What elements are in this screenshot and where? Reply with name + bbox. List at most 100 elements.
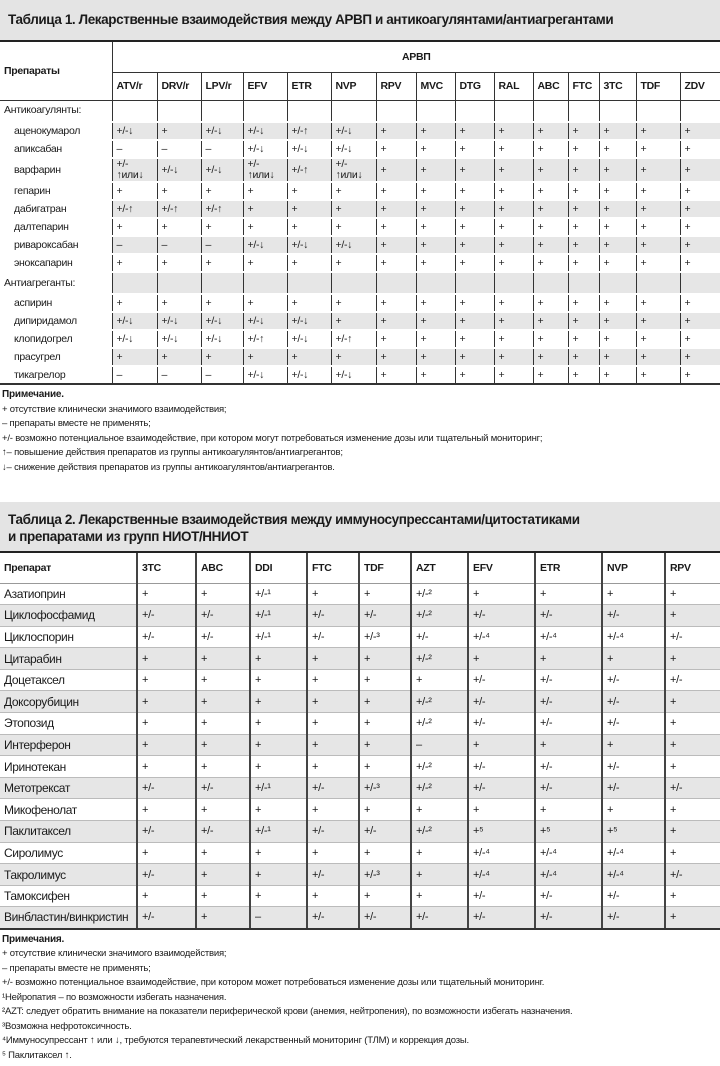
interaction-cell: +/-	[359, 907, 411, 929]
interaction-cell: +/-↓	[243, 236, 287, 254]
drug-name: эноксапарин	[0, 254, 112, 272]
interaction-cell: –	[411, 734, 468, 756]
interaction-cell: +	[376, 312, 416, 330]
interaction-cell: +/-	[665, 777, 720, 799]
drug-name: Циклоспорин	[0, 626, 137, 648]
empty-cell	[287, 100, 331, 122]
interaction-cell: +/-⁴	[535, 626, 602, 648]
table-row: тикагрелор–––+/-↓+/-↓+/-↓+++++++++	[0, 366, 720, 384]
column-header-drugs: Препараты	[0, 42, 112, 100]
interaction-cell: +/-³	[359, 777, 411, 799]
interaction-cell: +	[455, 158, 494, 182]
interaction-cell: +/-	[307, 821, 359, 843]
interaction-cell: +/-	[468, 669, 535, 691]
interaction-cell: +	[599, 348, 636, 366]
interaction-cell: +	[376, 182, 416, 200]
interaction-cell: +/-	[411, 626, 468, 648]
interaction-cell: +/-	[359, 821, 411, 843]
interaction-cell: +	[137, 669, 196, 691]
drug-name: апиксабан	[0, 140, 112, 158]
interaction-cell: +/-²	[411, 691, 468, 713]
interaction-cell: +	[376, 200, 416, 218]
table-row: Иринотекан++++++/-²+/-+/-+/-+	[0, 756, 720, 778]
interaction-cell: +/-²	[411, 821, 468, 843]
interaction-cell: +	[636, 218, 680, 236]
table-row: Доксорубицин++++++/-²+/-+/-+/-+	[0, 691, 720, 713]
interaction-cell: +	[636, 312, 680, 330]
interaction-cell: –	[112, 366, 157, 384]
interaction-cell: +	[665, 842, 720, 864]
interaction-cell: +/-↓	[287, 140, 331, 158]
interaction-cell: +	[376, 122, 416, 140]
interaction-cell: +/-↓	[243, 312, 287, 330]
interaction-cell: +	[359, 713, 411, 735]
empty-cell	[157, 272, 201, 294]
interaction-cell: +/-	[665, 864, 720, 886]
interaction-cell: +	[416, 366, 455, 384]
interaction-cell: +	[250, 864, 307, 886]
interaction-cell: +	[468, 799, 535, 821]
empty-cell	[494, 272, 533, 294]
empty-cell	[376, 100, 416, 122]
interaction-cell: +	[307, 583, 359, 605]
interaction-cell: +	[599, 200, 636, 218]
interaction-cell: +/-↓	[331, 366, 376, 384]
interaction-cell: +/-	[196, 821, 250, 843]
interaction-cell: +	[359, 734, 411, 756]
column-header: TDF	[636, 72, 680, 100]
table-row: Азатиоприн+++/-¹+++/-²++++	[0, 583, 720, 605]
interaction-cell: +/-⁴	[602, 626, 665, 648]
column-header: MVC	[416, 72, 455, 100]
interaction-cell: +	[680, 140, 720, 158]
interaction-cell: +	[416, 348, 455, 366]
interaction-cell: +	[307, 713, 359, 735]
interaction-cell: +	[250, 756, 307, 778]
interaction-cell: +/-	[468, 777, 535, 799]
interaction-cell: +	[196, 648, 250, 670]
interaction-cell: +	[112, 254, 157, 272]
interaction-cell: +	[494, 218, 533, 236]
interaction-cell: +	[250, 691, 307, 713]
table-row: аспирин+++++++++++++++	[0, 294, 720, 312]
interaction-cell: +	[250, 734, 307, 756]
interaction-cell: +	[331, 348, 376, 366]
column-header: NVP	[602, 553, 665, 583]
interaction-cell: +	[250, 713, 307, 735]
interaction-cell: +	[137, 799, 196, 821]
interaction-cell: +	[568, 140, 599, 158]
empty-cell	[201, 100, 243, 122]
interaction-cell: +	[636, 294, 680, 312]
interaction-cell: +/-	[307, 777, 359, 799]
interaction-cell: +/-	[196, 626, 250, 648]
interaction-cell: +/-↑	[157, 200, 201, 218]
empty-cell	[455, 272, 494, 294]
table-row: Этопозид++++++/-²+/-+/-+/-+	[0, 713, 720, 735]
empty-cell	[287, 272, 331, 294]
table-row: Циклофосфамид+/-+/-+/-¹+/-+/-+/-²+/-+/-+…	[0, 605, 720, 627]
interaction-cell: +	[196, 583, 250, 605]
interaction-cell: +	[535, 648, 602, 670]
interaction-cell: +/-⁴	[602, 842, 665, 864]
drug-name: дипиридамол	[0, 312, 112, 330]
drug-name: Интерферон	[0, 734, 137, 756]
interaction-cell: +/-⁴	[535, 842, 602, 864]
interaction-cell: +	[494, 182, 533, 200]
interaction-cell: +	[201, 348, 243, 366]
interaction-cell: +	[376, 254, 416, 272]
drug-name: прасугрел	[0, 348, 112, 366]
interaction-cell: +	[112, 294, 157, 312]
empty-cell	[455, 100, 494, 122]
interaction-cell: +/-↓	[287, 366, 331, 384]
interaction-cell: +	[533, 348, 568, 366]
interaction-cell: +	[455, 330, 494, 348]
interaction-cell: +/-	[137, 907, 196, 929]
column-header: RPV	[376, 72, 416, 100]
interaction-cell: +	[665, 583, 720, 605]
drug-name: Винбластин/винкристин	[0, 907, 137, 929]
interaction-cell: +	[416, 294, 455, 312]
column-header: FTC	[568, 72, 599, 100]
table2-title-line1: Таблица 2. Лекарственные взаимодействия …	[8, 511, 712, 528]
table2-notes: Примечания. + отсутствие клинически знач…	[0, 930, 720, 1066]
interaction-cell: +⁵	[468, 821, 535, 843]
interaction-cell: +	[376, 236, 416, 254]
